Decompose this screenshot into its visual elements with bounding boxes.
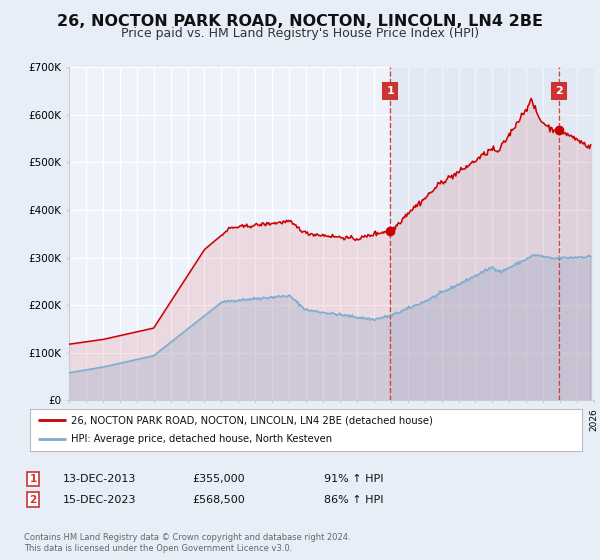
Text: 26, NOCTON PARK ROAD, NOCTON, LINCOLN, LN4 2BE: 26, NOCTON PARK ROAD, NOCTON, LINCOLN, L… <box>57 14 543 29</box>
Text: This data is licensed under the Open Government Licence v3.0.: This data is licensed under the Open Gov… <box>24 544 292 553</box>
Text: HPI: Average price, detached house, North Kesteven: HPI: Average price, detached house, Nort… <box>71 435 332 445</box>
Text: Price paid vs. HM Land Registry's House Price Index (HPI): Price paid vs. HM Land Registry's House … <box>121 27 479 40</box>
Text: 15-DEC-2023: 15-DEC-2023 <box>63 494 137 505</box>
Text: 2: 2 <box>29 494 37 505</box>
Text: 13-DEC-2013: 13-DEC-2013 <box>63 474 136 484</box>
Text: 2: 2 <box>556 86 563 96</box>
Text: £355,000: £355,000 <box>192 474 245 484</box>
Text: Contains HM Land Registry data © Crown copyright and database right 2024.: Contains HM Land Registry data © Crown c… <box>24 533 350 542</box>
Text: 86% ↑ HPI: 86% ↑ HPI <box>324 494 383 505</box>
Text: 91% ↑ HPI: 91% ↑ HPI <box>324 474 383 484</box>
Text: 1: 1 <box>386 86 394 96</box>
Bar <box>390 67 594 400</box>
Text: £568,500: £568,500 <box>192 494 245 505</box>
Text: 26, NOCTON PARK ROAD, NOCTON, LINCOLN, LN4 2BE (detached house): 26, NOCTON PARK ROAD, NOCTON, LINCOLN, L… <box>71 415 433 425</box>
Text: 1: 1 <box>29 474 37 484</box>
